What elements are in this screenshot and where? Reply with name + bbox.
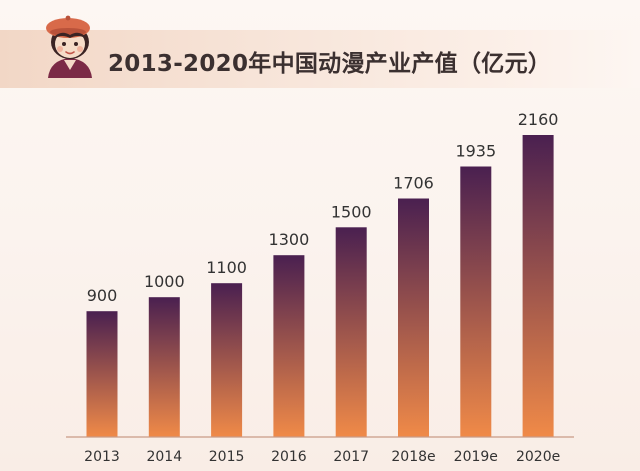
x-tick-labels-group: 2013 2014 2015 2016 2017 2018e 2019e 2020e: [84, 449, 560, 465]
x-tick-label-2016: 2016: [271, 449, 307, 465]
value-label-2020e: 2160: [518, 110, 559, 129]
bar-2014: [148, 297, 180, 437]
value-label-2019e: 1935: [455, 142, 496, 161]
value-label-2016: 1300: [269, 230, 310, 249]
value-label-2013: 900: [87, 286, 118, 305]
x-tick-label-2013: 2013: [84, 449, 120, 465]
value-label-2017: 1500: [331, 202, 372, 221]
chart-title: 2013-2020年中国动漫产业产值（亿元）: [108, 51, 552, 77]
bar-2020e: [522, 135, 554, 437]
bar-2018e: [398, 198, 429, 437]
x-tick-label-2020e: 2020e: [516, 449, 560, 465]
bar-2016: [273, 255, 305, 437]
cartoon-girl-beret-icon: [46, 15, 92, 78]
bars-group: [86, 135, 554, 437]
x-tick-label-2014: 2014: [146, 449, 182, 465]
value-labels-group: 900 1000 1100 1300 1500 1706 1935 2160: [87, 110, 559, 305]
x-tick-label-2017: 2017: [333, 449, 369, 465]
title-band: [0, 30, 640, 88]
value-label-2018e: 1706: [393, 174, 434, 193]
bar-2013: [86, 311, 118, 437]
value-label-2014: 1000: [144, 272, 185, 291]
bar-2017: [335, 227, 367, 437]
bar-2019e: [460, 166, 492, 437]
value-label-2015: 1100: [206, 258, 247, 277]
bar-2015: [211, 283, 243, 437]
x-tick-label-2015: 2015: [209, 449, 245, 465]
x-tick-label-2019e: 2019e: [454, 449, 498, 465]
x-tick-label-2018e: 2018e: [391, 449, 435, 465]
